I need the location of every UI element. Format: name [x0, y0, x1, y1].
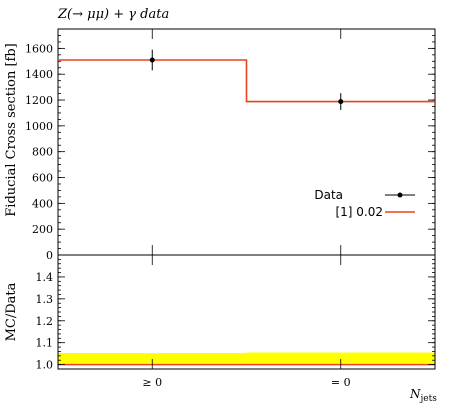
x-category-label: = 0: [331, 376, 351, 389]
data-point: [149, 57, 155, 63]
main-tick-label: 1000: [25, 120, 53, 133]
main-tick-label: 400: [32, 197, 53, 210]
ratio-tick-label: 1.3: [36, 293, 54, 306]
ratio-tick-label: 1.4: [36, 271, 54, 284]
ratio-uncertainty-band: [58, 352, 247, 365]
ratio-uncertainty-band: [246, 352, 435, 365]
legend: Data [1] 0.02: [314, 188, 415, 219]
main-tick-label: 1400: [25, 68, 53, 81]
ratio-tick-label: 1.1: [36, 337, 54, 350]
main-tick-label: 600: [32, 172, 53, 185]
main-y-axis-label: Fiducial Cross section [fb]: [4, 43, 19, 216]
ratio-y-axis-label: MC/Data: [4, 282, 19, 341]
legend-label-data: Data: [314, 188, 343, 202]
main-panel: 0 200 400 600 800 1000 1200 1400 1600: [25, 28, 436, 262]
main-tick-label: 800: [32, 146, 53, 159]
main-tick-label: 1600: [25, 42, 53, 55]
ratio-panel: 1.0 1.1 1.2 1.3 1.4 ≥ 0 = 0: [36, 254, 436, 389]
ratio-tick-label: 1.2: [36, 315, 54, 328]
legend-marker-data-point: [397, 192, 403, 198]
main-tick-label: 200: [32, 223, 53, 236]
legend-label-mc: [1] 0.02: [335, 205, 383, 219]
main-tick-label: 1200: [25, 94, 53, 107]
main-tick-label: 0: [46, 249, 53, 262]
ratio-frame: [57, 254, 436, 370]
chart-title: Z(→ μμ) + γ data: [57, 7, 169, 22]
x-category-label: ≥ 0: [142, 376, 162, 389]
x-axis-label: Njets: [409, 387, 437, 404]
mc-step-line: [58, 59, 435, 103]
ratio-tick-label: 1.0: [36, 359, 54, 372]
data-point: [338, 99, 344, 105]
